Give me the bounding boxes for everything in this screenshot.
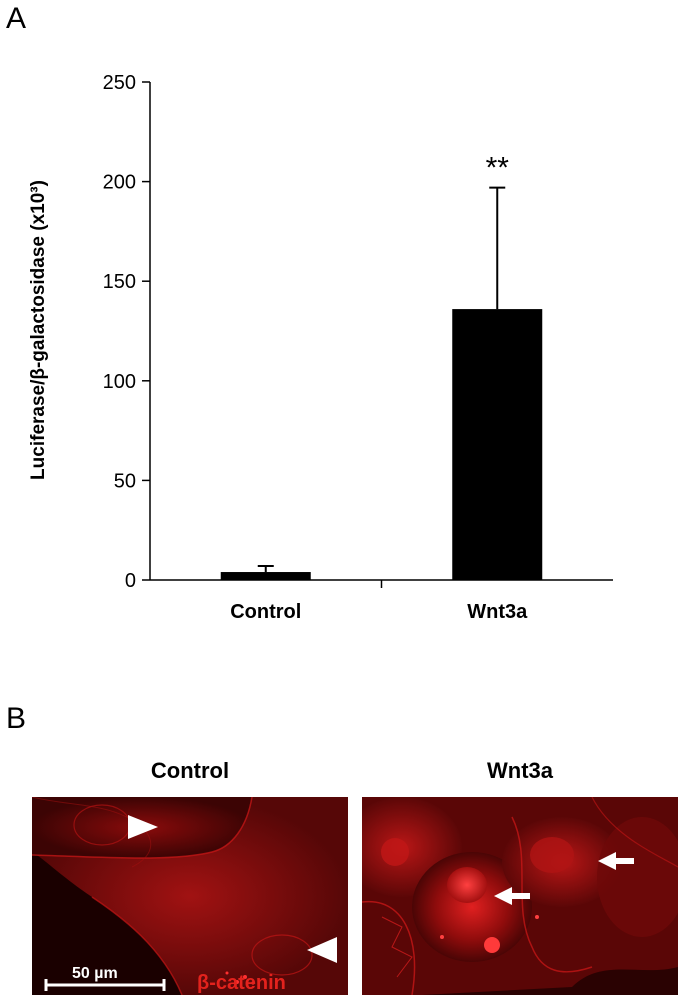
x-tick-label: Control: [230, 601, 301, 623]
y-tick-label: 100: [103, 371, 136, 393]
bar-chart: 0 50 100 150 200 250 Control Wnt3a ** Lucifera…: [28, 72, 613, 623]
arrow-left-icon: [494, 887, 530, 905]
y-tick-label: 0: [125, 570, 136, 592]
y-tick-label: 200: [103, 172, 136, 194]
y-tick-label: 150: [103, 271, 136, 293]
stain-label: β-catenin: [197, 972, 286, 994]
x-tick-label: Wnt3a: [467, 601, 528, 623]
bar-wnt3a: [452, 309, 543, 580]
bars: **: [220, 152, 543, 580]
panel-label-b: B: [6, 702, 27, 735]
y-axis: 0 50 100 150 200 250: [103, 72, 151, 592]
wnt3a-image-title: Wnt3a: [487, 758, 553, 783]
significance-label: **: [486, 152, 510, 185]
y-tick-label: 50: [114, 470, 136, 492]
y-tick-label: 250: [103, 72, 136, 94]
arrow-left-icon: [598, 852, 634, 870]
arrowhead-icon: [307, 937, 337, 963]
control-micrograph: [32, 797, 348, 995]
control-image-title: Control: [150, 758, 230, 783]
x-axis: Control Wnt3a: [150, 579, 613, 623]
bar-control: [220, 572, 311, 580]
y-axis-title: Luciferase/β-galactosidase (x10³): [28, 180, 49, 480]
wnt3a-micrograph: [362, 797, 678, 995]
arrowhead-icon: [128, 815, 158, 839]
scale-bar-label: 50 µm: [72, 965, 118, 982]
panel-label-a: A: [6, 2, 27, 35]
scale-bar: [44, 979, 166, 991]
